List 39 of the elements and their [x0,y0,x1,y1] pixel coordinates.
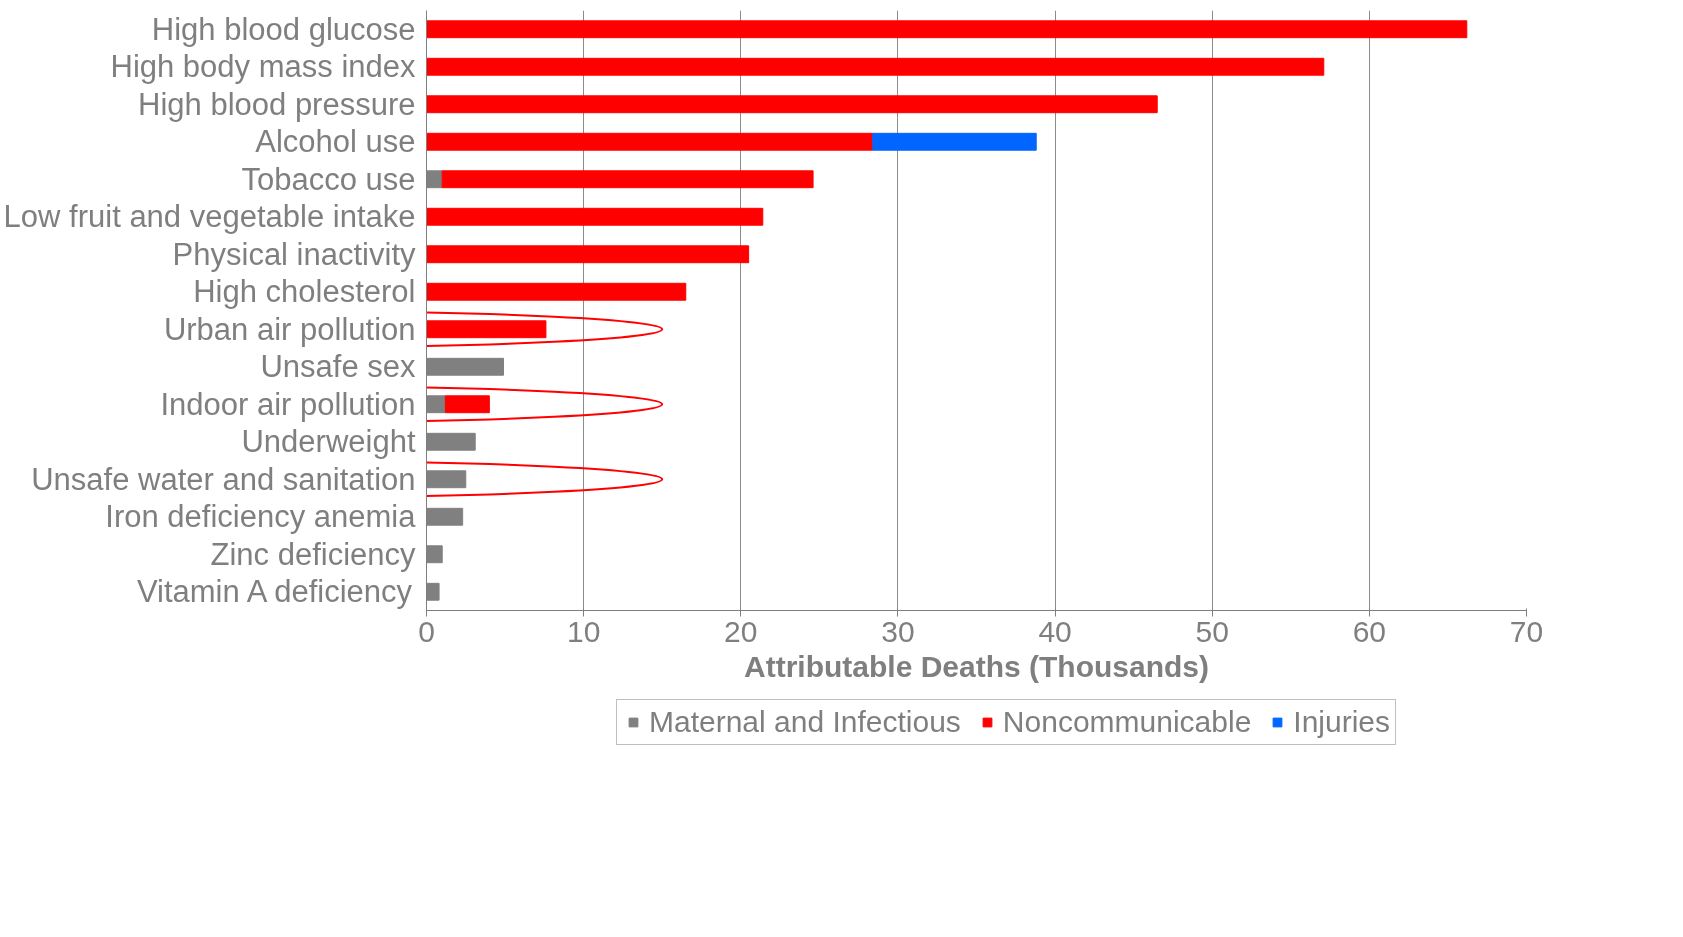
bar [426,20,1468,39]
bar [872,132,1037,151]
x-tick-label: 30 [881,614,915,648]
x-tick-label: 60 [1352,614,1387,648]
y-tick-label: Urban air pollution [163,311,416,347]
bar [426,245,750,264]
y-tick-label: High blood pressure [138,86,416,122]
bar [426,320,547,339]
bar [426,207,764,226]
bar [426,57,1325,76]
y-tick-label: Underweight [241,424,416,460]
y-tick-label: Zinc deficiency [210,536,416,572]
bar [444,395,490,414]
bar [426,95,1158,114]
y-tick-label: High cholesterol [193,274,416,310]
y-tick-label: High body mass index [110,49,416,85]
y-tick-label: Indoor air pollution [160,386,416,422]
x-tick-label: 40 [1038,614,1072,648]
bar [426,282,687,301]
x-tick-label: 50 [1195,614,1229,648]
x-tick-label: 20 [724,614,758,648]
x-tick-label: 70 [1509,614,1544,648]
y-tick-label: Iron deficiency anemia [105,499,417,535]
x-axis-title: Attributable Deaths (Thousands) [743,649,1210,683]
bar [441,170,814,189]
y-tick-label: Unsafe water and sanitation [31,461,416,497]
y-tick-label: High blood glucose [151,11,416,47]
bar [426,132,874,151]
y-tick-label: Unsafe sex [260,349,416,385]
legend-label: Noncommunicable [1002,705,1252,739]
y-tick-label: Low fruit and vegetable intake [3,199,416,235]
y-tick-label: Vitamin A deficiency [136,574,413,610]
y-tick-label: Tobacco use [241,161,416,197]
x-tick-label: 0 [418,614,435,648]
y-tick-label: Physical inactivity [172,236,416,272]
x-tick-label: 10 [566,614,601,648]
legend-label: Maternal and Infectious [649,705,961,739]
legend-label: Injuries [1293,705,1391,739]
y-tick-label: Alcohol use [255,124,416,160]
